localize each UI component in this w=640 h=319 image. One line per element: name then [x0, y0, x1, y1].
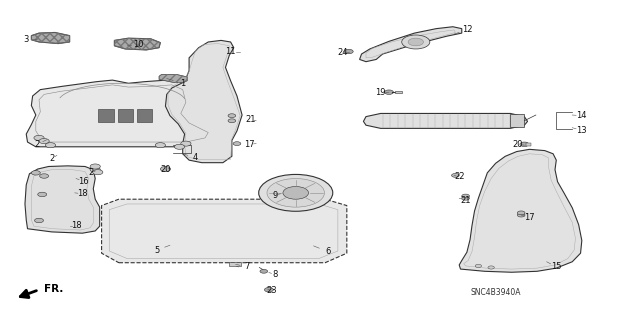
Circle shape: [385, 90, 394, 94]
Circle shape: [259, 174, 333, 211]
Circle shape: [283, 187, 308, 199]
Text: 6: 6: [325, 247, 330, 256]
Circle shape: [228, 119, 236, 123]
Text: 4: 4: [193, 153, 198, 162]
Circle shape: [156, 143, 166, 148]
Polygon shape: [166, 41, 242, 163]
Text: 15: 15: [551, 262, 561, 271]
Polygon shape: [115, 38, 161, 50]
Polygon shape: [159, 74, 187, 83]
Polygon shape: [26, 80, 221, 147]
Text: 14: 14: [577, 111, 587, 120]
Polygon shape: [118, 109, 133, 122]
Text: 2: 2: [49, 154, 54, 163]
Text: 22: 22: [454, 173, 465, 182]
Circle shape: [38, 192, 47, 197]
Text: 23: 23: [267, 286, 277, 295]
Text: 21: 21: [460, 196, 471, 205]
Text: 10: 10: [132, 40, 143, 49]
Circle shape: [267, 179, 324, 207]
Circle shape: [228, 114, 236, 118]
Text: 20: 20: [513, 140, 524, 149]
Text: 9: 9: [273, 190, 278, 200]
Text: 13: 13: [577, 126, 587, 135]
Text: 8: 8: [273, 270, 278, 279]
Text: 7: 7: [244, 262, 249, 271]
Text: 5: 5: [154, 246, 160, 255]
Text: SNC4B3940A: SNC4B3940A: [470, 288, 521, 297]
Text: 11: 11: [225, 47, 236, 56]
Polygon shape: [99, 109, 114, 122]
Text: 16: 16: [79, 177, 89, 186]
Polygon shape: [137, 109, 152, 122]
Circle shape: [31, 171, 40, 175]
Circle shape: [264, 287, 273, 292]
Text: 18: 18: [77, 189, 88, 198]
Text: 12: 12: [461, 26, 472, 34]
Circle shape: [90, 164, 100, 169]
Text: 17: 17: [244, 140, 255, 149]
Circle shape: [517, 213, 525, 217]
Bar: [396, 91, 402, 93]
Circle shape: [34, 135, 44, 140]
Circle shape: [475, 264, 481, 268]
Polygon shape: [460, 149, 582, 272]
Text: 3: 3: [24, 35, 29, 44]
Bar: [510, 114, 524, 127]
Circle shape: [161, 167, 171, 172]
Circle shape: [462, 194, 469, 198]
Circle shape: [260, 269, 268, 273]
Text: 21: 21: [246, 115, 256, 124]
Circle shape: [45, 143, 56, 148]
Circle shape: [402, 35, 430, 49]
Circle shape: [520, 142, 529, 146]
Circle shape: [35, 218, 44, 223]
Text: FR.: FR.: [44, 284, 63, 294]
Circle shape: [462, 196, 469, 200]
Text: 2: 2: [89, 168, 94, 177]
Polygon shape: [360, 27, 462, 62]
Circle shape: [40, 174, 49, 178]
Text: 18: 18: [71, 221, 81, 230]
Circle shape: [452, 174, 460, 177]
Circle shape: [180, 141, 191, 146]
Text: 17: 17: [524, 213, 535, 222]
Bar: [525, 143, 531, 145]
Circle shape: [344, 49, 353, 54]
Polygon shape: [364, 114, 527, 128]
Circle shape: [39, 138, 49, 144]
Polygon shape: [102, 199, 347, 263]
Circle shape: [90, 167, 100, 172]
Polygon shape: [31, 33, 70, 44]
Bar: [229, 262, 241, 266]
Text: 1: 1: [180, 79, 186, 88]
Circle shape: [517, 211, 525, 215]
Circle shape: [174, 144, 184, 149]
Text: 24: 24: [337, 48, 348, 57]
Text: 19: 19: [376, 88, 386, 97]
Polygon shape: [25, 166, 100, 233]
Circle shape: [408, 38, 424, 46]
Circle shape: [93, 170, 103, 175]
Text: 2: 2: [35, 140, 40, 149]
Text: 20: 20: [160, 165, 171, 174]
Circle shape: [233, 142, 241, 145]
Circle shape: [488, 266, 494, 269]
